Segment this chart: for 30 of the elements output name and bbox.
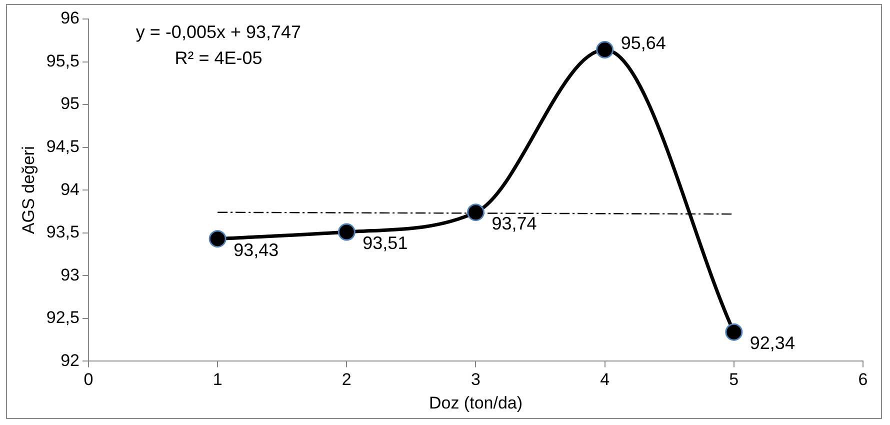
y-tick-label: 96 bbox=[60, 8, 80, 28]
x-axis-title: Doz (ton/da) bbox=[428, 393, 523, 412]
point bbox=[338, 223, 356, 241]
point bbox=[208, 230, 226, 248]
data-label: 95,64 bbox=[620, 32, 666, 53]
x-tick-label: 0 bbox=[84, 370, 94, 390]
y-tick-label: 93 bbox=[60, 265, 80, 284]
x-tick-label: 5 bbox=[729, 370, 739, 390]
point bbox=[725, 323, 743, 341]
data-label: 93,51 bbox=[362, 232, 408, 253]
data-label: 93,74 bbox=[492, 213, 537, 234]
data-label: 92,34 bbox=[750, 333, 795, 354]
y-tick-label: 94 bbox=[60, 180, 80, 199]
annotation: y = -0,005x + 93,747 bbox=[136, 22, 302, 42]
point bbox=[466, 204, 484, 222]
x-tick-label: 1 bbox=[212, 370, 222, 390]
y-tick-label: 92 bbox=[60, 350, 80, 370]
x-tick-label: 2 bbox=[342, 370, 352, 390]
x-tick-label: 4 bbox=[600, 370, 610, 390]
x-tick-label: 3 bbox=[471, 370, 480, 390]
annotation: R² = 4E-05 bbox=[174, 48, 262, 68]
y-tick-label: 95,5 bbox=[46, 51, 80, 70]
point bbox=[596, 41, 614, 59]
y-tick-label: 93,5 bbox=[46, 222, 80, 242]
y-tick-label: 92,5 bbox=[46, 308, 80, 328]
x-tick-label: 6 bbox=[858, 370, 868, 390]
data-label: 93,43 bbox=[234, 240, 279, 260]
y-axis-title: AGS değeri bbox=[18, 146, 38, 234]
y-tick-label: 94,5 bbox=[46, 137, 80, 156]
y-tick-label: 95 bbox=[60, 94, 80, 114]
